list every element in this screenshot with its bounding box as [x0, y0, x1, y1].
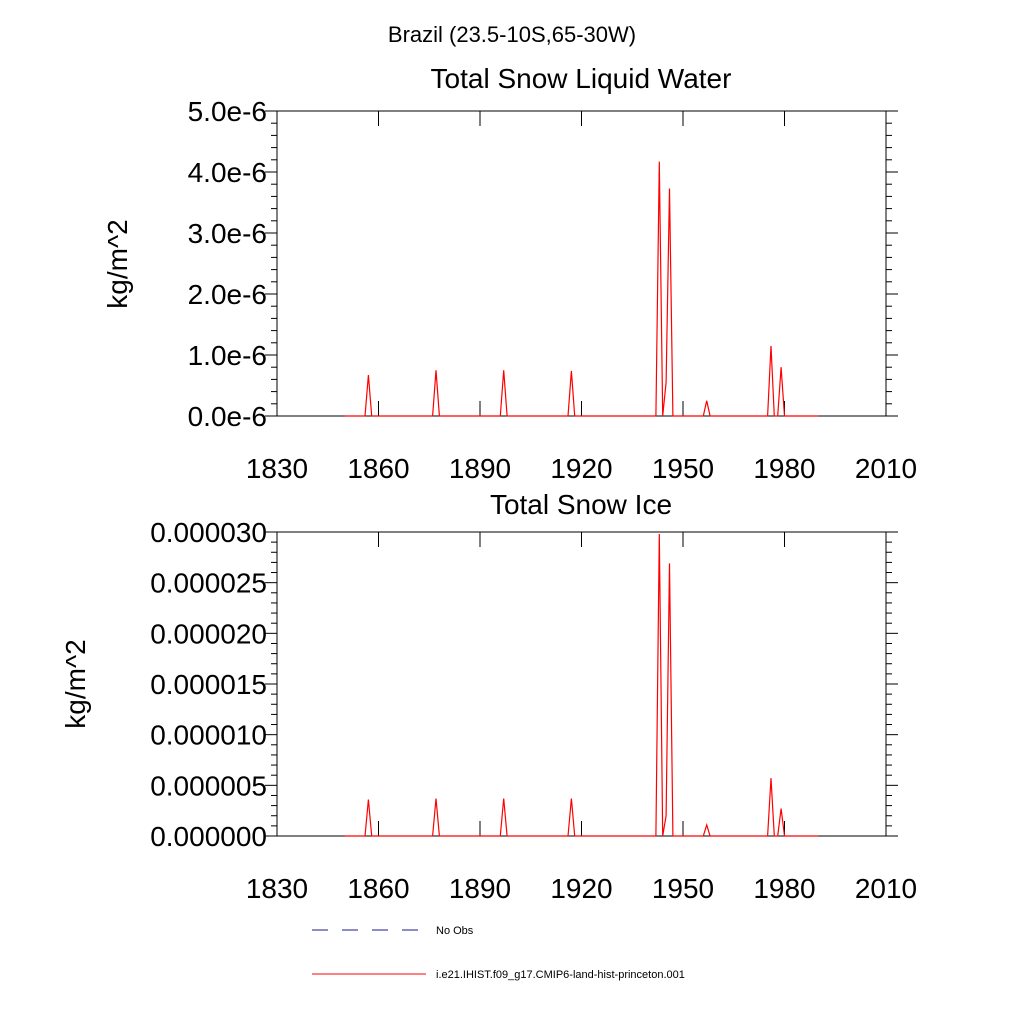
- legend: No Obs i.e21.IHIST.f09_g17.CMIP6-land-hi…: [312, 925, 685, 981]
- y-tick-label: 0.000020: [150, 618, 267, 649]
- x-tick-label: 1860: [347, 453, 409, 484]
- x-tick-label: 1890: [449, 873, 511, 904]
- y-tick-label: 0.000025: [150, 568, 267, 599]
- y-tick-label: 0.000005: [150, 770, 267, 801]
- x-tick-label: 1920: [550, 873, 612, 904]
- x-tick-label: 1830: [246, 873, 308, 904]
- x-tick-label: 1890: [449, 453, 511, 484]
- x-tick-label: 1950: [652, 453, 714, 484]
- plot-area: 1830 1860 1890 1920 1950 1980 2010 0.000000 0.00…: [150, 517, 917, 904]
- x-tick-label: 1980: [753, 453, 815, 484]
- y-tick-label: 5.0e-6: [188, 96, 267, 127]
- y-axis-label: kg/m^2: [60, 639, 91, 728]
- plot-frame: [276, 531, 887, 837]
- x-tick-label: 1920: [550, 453, 612, 484]
- plot-frame: [276, 110, 887, 417]
- y-tick-label: 0.000015: [150, 669, 267, 700]
- y-tick-label: 4.0e-6: [188, 157, 267, 188]
- panel-snow-liquid-water: Total Snow Liquid Water kg/m^2 1830 1860 1…: [102, 63, 917, 484]
- y-tick-label: 3.0e-6: [188, 218, 267, 249]
- y-tick-label: 0.0e-6: [188, 401, 267, 432]
- legend-label-no-obs: No Obs: [436, 925, 474, 937]
- series-line: [344, 161, 819, 417]
- plot-area: 1830 1860 1890 1920 1950 1980 2010 0.0e-6 1.0e-6…: [188, 96, 918, 484]
- x-tick-label: 1830: [246, 453, 308, 484]
- x-tick-label: 1980: [753, 873, 815, 904]
- panel-title: Total Snow Ice: [490, 489, 672, 520]
- y-tick-label: 1.0e-6: [188, 340, 267, 371]
- panel-snow-ice: Total Snow Ice kg/m^2 1830 1860 1890 1920 19…: [60, 489, 917, 904]
- y-tick-label: 0.000010: [150, 720, 267, 751]
- legend-label-model: i.e21.IHIST.f09_g17.CMIP6-land-hist-prin…: [436, 969, 685, 981]
- y-axis-label: kg/m^2: [102, 219, 133, 308]
- x-tick-label: 1860: [347, 873, 409, 904]
- panel-title: Total Snow Liquid Water: [431, 63, 732, 94]
- x-tick-label: 1950: [652, 873, 714, 904]
- series-line: [344, 533, 819, 837]
- y-tick-label: 2.0e-6: [188, 279, 267, 310]
- y-tick-label: 0.000000: [150, 821, 267, 852]
- y-tick-label: 0.000030: [150, 517, 267, 548]
- region-title: Brazil (23.5-10S,65-30W): [388, 22, 636, 47]
- x-tick-label: 2010: [855, 453, 917, 484]
- x-tick-label: 2010: [855, 873, 917, 904]
